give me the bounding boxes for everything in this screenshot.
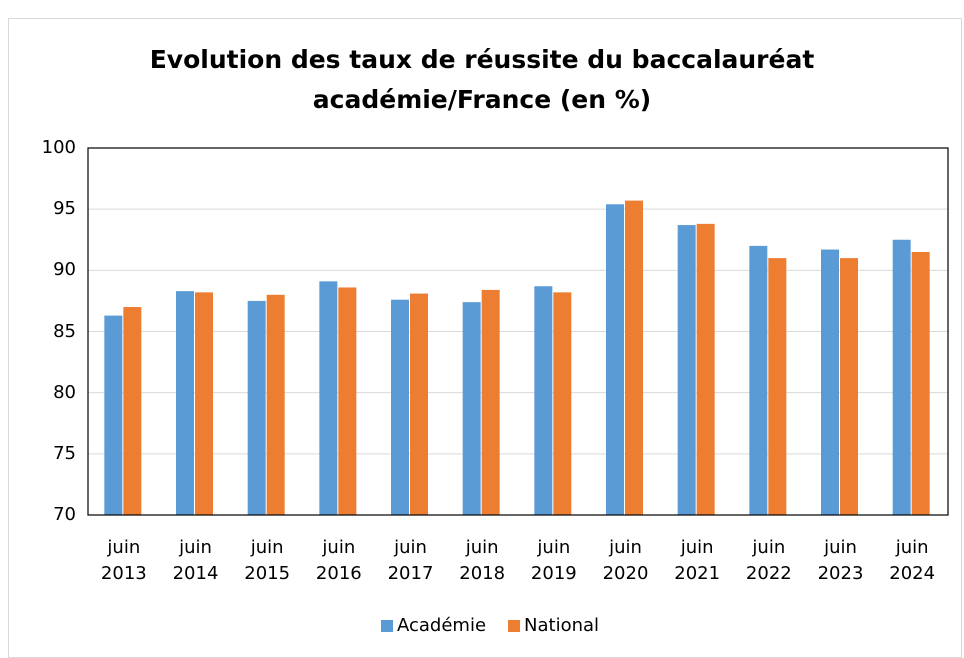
- y-tick-label: 90: [53, 259, 76, 281]
- y-tick-label: 85: [53, 320, 76, 342]
- bar: [768, 258, 787, 515]
- bar: [892, 239, 911, 515]
- bar: [911, 251, 930, 515]
- bar: [625, 200, 643, 515]
- bar: [481, 289, 500, 515]
- bar: [176, 291, 194, 515]
- bar: [195, 292, 213, 515]
- x-tick-label: juin 2023: [817, 537, 864, 584]
- y-tick-label: 75: [53, 442, 76, 464]
- x-tick-label: juin 2013: [100, 537, 147, 584]
- bar: [606, 204, 624, 516]
- x-tick-label: juin 2016: [315, 537, 362, 584]
- bar: [534, 286, 553, 515]
- bar: [319, 281, 338, 515]
- legend-swatch: [508, 620, 521, 632]
- y-tick-label: 100: [41, 137, 76, 158]
- bar: [247, 300, 266, 515]
- y-tick-label: 95: [53, 198, 76, 220]
- x-tick-label: juin 2015: [244, 537, 291, 584]
- x-tick-label: juin 2017: [387, 537, 434, 584]
- chart-title: Evolution des taux de réussite du baccal…: [149, 45, 815, 114]
- bar: [123, 307, 142, 515]
- bar: [677, 225, 696, 515]
- bar: [696, 223, 715, 515]
- x-tick-label: juin 2024: [889, 537, 936, 584]
- y-tick-label: 70: [53, 504, 76, 525]
- bar: [104, 315, 123, 515]
- bar: [462, 302, 481, 515]
- legend-label: National: [524, 615, 600, 636]
- bar: [410, 293, 428, 515]
- legend-label: Académie: [397, 615, 487, 636]
- y-tick-label: 80: [53, 381, 76, 403]
- bar: [821, 249, 839, 515]
- bar: [266, 294, 285, 515]
- x-tick-label: juin 2021: [674, 537, 721, 584]
- x-tick-label: juin 2018: [459, 537, 506, 584]
- bar: [391, 299, 409, 515]
- bar: [749, 245, 768, 515]
- bar: [553, 292, 572, 515]
- x-tick-label: juin 2022: [745, 537, 792, 584]
- plot-border: [87, 147, 949, 516]
- bar: [338, 287, 357, 515]
- legend-swatch: [381, 620, 393, 632]
- x-tick-label: juin 2014: [172, 537, 219, 584]
- x-tick-label: juin 2019: [530, 537, 577, 584]
- bar: [840, 258, 858, 515]
- x-tick-label: juin 2020: [602, 537, 649, 584]
